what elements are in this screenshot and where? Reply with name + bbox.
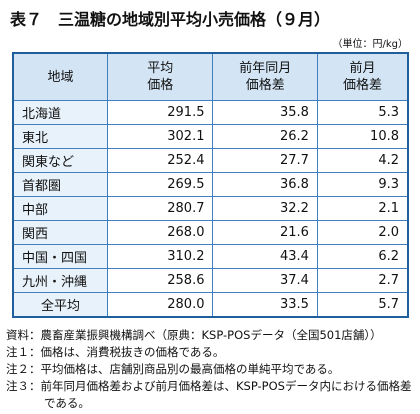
table-row: 全平均 280.0 33.5 5.7: [12, 292, 409, 318]
value-cell: 37.4: [212, 268, 318, 293]
value-cell: 310.2: [106, 244, 214, 269]
header-text: 価格差: [245, 78, 285, 93]
header-cell: 平均 価格: [106, 52, 214, 101]
header-text: 前月: [349, 61, 376, 76]
value-cell: 280.0: [106, 292, 214, 318]
value-cell: 5.3: [316, 100, 409, 125]
table-row: 北海道 291.5 35.8 5.3: [12, 100, 409, 125]
table-row: 九州・沖縄 258.6 37.4 2.7: [12, 268, 409, 293]
region-cell: 北海道: [12, 100, 108, 125]
value-cell: 43.4: [212, 244, 318, 269]
header-cell: 地域: [12, 52, 108, 101]
header-cell: 前年同月 価格差: [212, 52, 318, 101]
value-cell: 9.3: [316, 172, 409, 197]
region-cell: 中国・四国: [12, 244, 108, 269]
table-row: 東北 302.1 26.2 10.8: [12, 124, 409, 149]
notes: 資料：農畜産業振興機構調べ（原典：KSP-POSデータ（全国501店舗）） 注１：…: [6, 327, 412, 412]
table-body: 北海道 291.5 35.8 5.3 東北 302.1 26.2 10.8 関東など 252.4 2…: [12, 100, 409, 318]
value-cell: 4.2: [316, 148, 409, 173]
value-cell: 33.5: [212, 292, 318, 318]
value-cell: 2.0: [316, 220, 409, 245]
value-cell: 252.4: [106, 148, 214, 173]
title: 表７ 三温糖の地域別平均小売価格（９月）: [10, 10, 331, 29]
note: 注３：前年同月価格差および前月価格差は、KSP-POSデータ内における価格差であ…: [6, 379, 412, 410]
value-cell: 2.1: [316, 196, 409, 221]
value-cell: 27.7: [212, 148, 318, 173]
value-cell: 302.1: [106, 124, 214, 149]
value-cell: 32.2: [212, 196, 318, 221]
note: 資料：農畜産業振興機構調べ（原典：KSP-POSデータ（全国501店舗））: [6, 328, 382, 342]
value-cell: 280.7: [106, 196, 214, 221]
region-cell: 首都圏: [12, 172, 108, 197]
table-row: 首都圏 269.5 36.8 9.3: [12, 172, 409, 197]
table-row: 中国・四国 310.2 43.4 6.2: [12, 244, 409, 269]
region-cell: 九州・沖縄: [12, 268, 108, 293]
value-cell: 269.5: [106, 172, 214, 197]
header-text: 平均: [147, 61, 174, 76]
value-cell: 35.8: [212, 100, 318, 125]
header-row: 地域 平均 価格 前年同月 価格差 前月 価格差: [12, 52, 409, 101]
region-cell: 全平均: [12, 292, 108, 318]
region-cell: 中部: [12, 196, 108, 221]
value-cell: 10.8: [316, 124, 409, 149]
value-cell: 258.6: [106, 268, 214, 293]
value-cell: 268.0: [106, 220, 214, 245]
region-cell: 東北: [12, 124, 108, 149]
value-cell: 26.2: [212, 124, 318, 149]
header-text: 価格差: [342, 78, 382, 93]
region-cell: 関東など: [12, 148, 108, 173]
value-cell: 36.8: [212, 172, 318, 197]
note: 注１：価格は、消費税抜きの価格である。: [6, 345, 225, 359]
table-row: 関西 268.0 21.6 2.0: [12, 220, 409, 245]
region-cell: 関西: [12, 220, 108, 245]
value-cell: 21.6: [212, 220, 318, 245]
value-cell: 6.2: [316, 244, 409, 269]
unit-label: （単位：円/kg）: [332, 39, 408, 50]
price-table: 地域 平均 価格 前年同月 価格差 前月 価格差 北海道 291.5 35.8 5.3 東北 302.…: [12, 52, 409, 318]
header-cell: 前月 価格差: [316, 52, 409, 101]
note: 注２：平均価格は、店舗別商品別の最高価格の単純平均である。: [6, 362, 340, 376]
header-text: 価格: [147, 78, 174, 93]
value-cell: 2.7: [316, 268, 409, 293]
header-text: 地域: [47, 69, 74, 85]
table-row: 関東など 252.4 27.7 4.2: [12, 148, 409, 173]
header-text: 前年同月: [239, 61, 292, 76]
value-cell: 291.5: [106, 100, 214, 125]
value-cell: 5.7: [316, 292, 409, 318]
table-row: 中部 280.7 32.2 2.1: [12, 196, 409, 221]
